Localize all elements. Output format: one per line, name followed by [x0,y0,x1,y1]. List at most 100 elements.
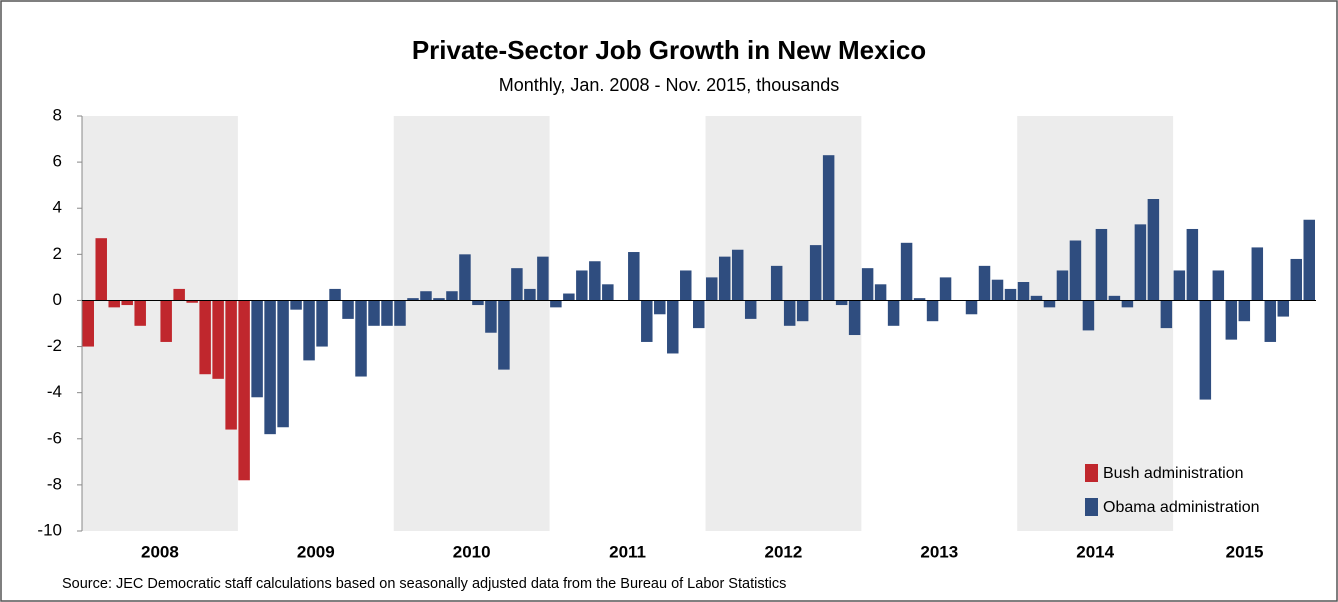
bar [277,300,289,428]
bar [1134,224,1147,301]
bar [420,291,432,301]
bar [134,300,146,326]
bar [1069,240,1082,301]
bar [731,249,744,301]
x-year-label: 2011 [609,542,646,561]
bar [316,300,328,347]
bar [459,254,471,301]
bar [978,265,991,301]
x-year-label: 2013 [920,542,958,561]
x-year-label: 2014 [1076,542,1114,561]
year-shade [393,116,550,531]
bar [511,268,523,301]
bar [589,261,601,301]
bar [433,298,445,301]
y-tick-label: -6 [47,428,62,447]
legend-label: Bush administration [1103,465,1244,482]
bar [186,300,198,303]
bar [563,293,575,301]
bar [770,265,783,301]
bar [1238,300,1251,322]
bar [1082,300,1095,331]
bar [1147,199,1160,301]
background-layer [82,116,1174,531]
bar [900,242,913,301]
bar [238,300,250,481]
bar [82,300,94,347]
bar [1173,270,1186,301]
bar [822,155,835,301]
bar [1225,300,1238,340]
bar [1160,300,1173,329]
bar [368,300,380,326]
bar [887,300,900,326]
bar [108,300,120,308]
chart-title: Private-Sector Job Growth in New Mexico [412,35,926,65]
chart-subtitle: Monthly, Jan. 2008 - Nov. 2015, thousand… [499,75,840,95]
y-tick-label: 4 [53,198,62,217]
x-year-label: 2008 [141,542,179,561]
bar [1056,270,1069,301]
x-year-label: 2012 [765,542,803,561]
legend-swatch [1085,498,1098,516]
bar [407,298,419,301]
bar [537,256,549,301]
bar [394,300,406,326]
bar [303,300,315,361]
bar [1290,258,1303,301]
bar [718,256,731,301]
bar [1212,270,1225,301]
bar [926,300,939,322]
bar [290,300,302,310]
bar [654,300,666,315]
bar [498,300,510,370]
bar [355,300,367,377]
bar [667,300,679,354]
year-shade [82,116,238,531]
bar [160,300,172,342]
bar [173,288,185,301]
bar [1186,228,1199,301]
bar [680,270,692,301]
bar [472,300,484,306]
bar [783,300,796,326]
y-tick-label: -8 [47,474,62,493]
y-tick-label: 2 [53,244,62,263]
bar [602,284,614,301]
bar [251,300,263,398]
legend-swatch [1085,464,1098,482]
bar [1004,288,1017,301]
bar [1199,300,1212,400]
bar [1251,247,1264,301]
bar [264,300,276,435]
year-shade [1017,116,1174,531]
bar [809,245,822,301]
bar [913,298,926,301]
bar [199,300,211,375]
y-tick-label: 8 [53,105,62,124]
bar [1121,300,1134,308]
bar [1095,228,1108,301]
bar [550,300,562,308]
x-year-label: 2010 [453,542,491,561]
bar [991,279,1004,301]
bar [835,300,848,306]
bar [485,300,497,333]
bar [121,300,133,306]
bar [939,277,952,301]
y-tick-label: -4 [47,382,62,401]
bar [705,277,718,301]
bar [693,300,705,329]
y-tick-label: -10 [37,520,62,539]
bar [576,270,588,301]
bar [874,284,887,301]
bar [848,300,861,336]
bar [446,291,458,301]
x-year-label: 2015 [1226,542,1264,561]
bar [342,300,354,319]
bar [1303,219,1315,301]
bar [744,300,757,319]
legend-label: Obama administration [1103,499,1260,516]
